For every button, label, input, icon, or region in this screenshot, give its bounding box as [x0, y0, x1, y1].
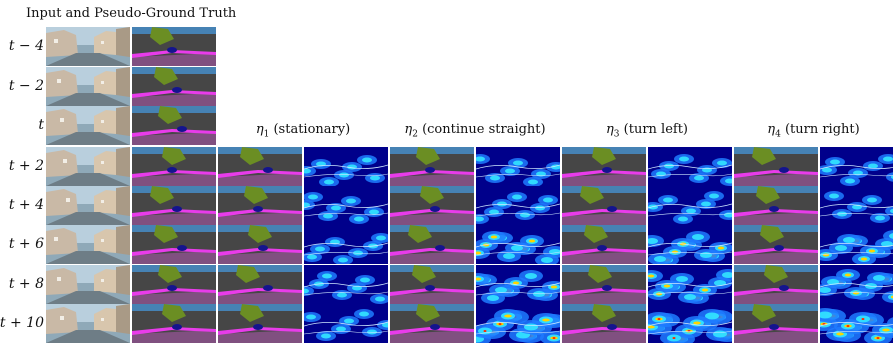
pseudo-ground-truth-segmentation	[132, 27, 216, 66]
predicted-segmentation	[734, 147, 818, 186]
row-label-t-minus-4: t − 4	[8, 38, 44, 54]
input-frame-image	[46, 106, 130, 145]
uncertainty-heatmap	[820, 304, 893, 343]
uncertainty-heatmap	[820, 147, 893, 186]
uncertainty-heatmap	[304, 225, 388, 264]
predicted-segmentation	[562, 186, 646, 225]
uncertainty-heatmap	[648, 265, 732, 304]
future-frame-image	[46, 147, 130, 186]
uncertainty-heatmap	[476, 265, 560, 304]
future-frame-image	[46, 225, 130, 264]
uncertainty-heatmap	[820, 265, 893, 304]
future-frame-image	[46, 265, 130, 304]
predicted-segmentation	[390, 304, 474, 343]
future-pseudo-ground-truth	[132, 304, 216, 343]
uncertainty-heatmap	[648, 225, 732, 264]
uncertainty-heatmap	[820, 186, 893, 225]
row-label-t-plus-6: t + 6	[8, 236, 44, 252]
uncertainty-heatmap	[304, 186, 388, 225]
predicted-segmentation	[734, 225, 818, 264]
future-pseudo-ground-truth	[132, 225, 216, 264]
predicted-segmentation	[390, 265, 474, 304]
input-frame-image	[46, 27, 130, 66]
row-label-t-plus-2: t + 2	[8, 158, 44, 174]
column-header-eta2: η2 (continue straight)	[404, 122, 546, 140]
pseudo-ground-truth-segmentation	[132, 67, 216, 106]
predicted-segmentation	[734, 186, 818, 225]
section-title: Input and Pseudo-Ground Truth	[26, 6, 237, 21]
future-pseudo-ground-truth	[132, 265, 216, 304]
predicted-segmentation	[562, 265, 646, 304]
future-pseudo-ground-truth	[132, 186, 216, 225]
row-label-t-plus-8: t + 8	[8, 276, 44, 292]
uncertainty-heatmap	[476, 225, 560, 264]
row-label-t-plus-10: t + 10	[0, 315, 44, 331]
predicted-segmentation	[562, 147, 646, 186]
row-label-t-plus-4: t + 4	[8, 197, 44, 213]
future-frame-image	[46, 186, 130, 225]
predicted-segmentation	[218, 265, 302, 304]
future-pseudo-ground-truth	[132, 147, 216, 186]
predicted-segmentation	[390, 147, 474, 186]
predicted-segmentation	[562, 225, 646, 264]
predicted-segmentation	[562, 304, 646, 343]
uncertainty-heatmap	[476, 186, 560, 225]
column-header-eta4: η4 (turn right)	[767, 122, 860, 140]
uncertainty-heatmap	[304, 304, 388, 343]
row-label-t-minus-2: t − 2	[8, 78, 44, 94]
predicted-segmentation	[218, 225, 302, 264]
uncertainty-heatmap	[648, 186, 732, 225]
pseudo-ground-truth-segmentation	[132, 106, 216, 145]
future-frame-image	[46, 304, 130, 343]
column-header-eta1: η1 (stationary)	[255, 122, 351, 140]
column-header-eta3: η3 (turn left)	[605, 122, 689, 140]
predicted-segmentation	[390, 225, 474, 264]
uncertainty-heatmap	[304, 147, 388, 186]
uncertainty-heatmap	[648, 147, 732, 186]
predicted-segmentation	[218, 304, 302, 343]
predicted-segmentation	[218, 147, 302, 186]
uncertainty-heatmap	[820, 225, 893, 264]
uncertainty-heatmap	[476, 147, 560, 186]
uncertainty-heatmap	[476, 304, 560, 343]
predicted-segmentation	[218, 186, 302, 225]
predicted-segmentation	[734, 265, 818, 304]
uncertainty-heatmap	[648, 304, 732, 343]
uncertainty-heatmap	[304, 265, 388, 304]
row-label-t: t	[38, 117, 44, 133]
input-frame-image	[46, 67, 130, 106]
predicted-segmentation	[390, 186, 474, 225]
predicted-segmentation	[734, 304, 818, 343]
